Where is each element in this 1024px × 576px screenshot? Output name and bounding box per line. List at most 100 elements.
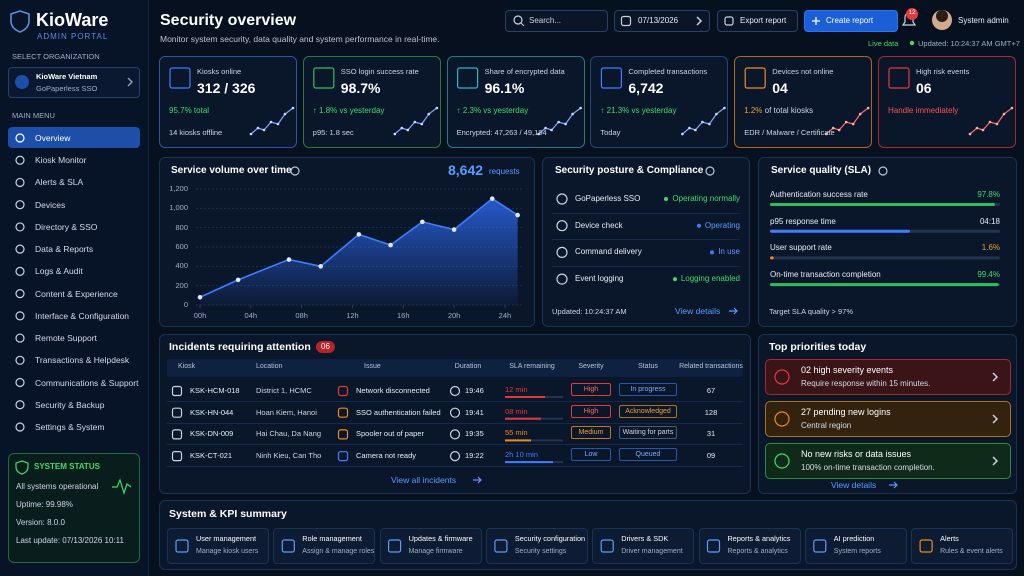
summary-item[interactable] <box>911 528 1014 564</box>
posture-label: Device check <box>575 220 623 230</box>
menu-item[interactable]: Devices <box>35 199 66 210</box>
row-separator <box>167 444 743 446</box>
priorities-link[interactable]: View details <box>831 480 877 490</box>
point <box>197 294 203 300</box>
status: In progress <box>619 383 677 396</box>
menu-item[interactable]: Communications & Support <box>35 377 139 388</box>
menu-item[interactable]: Alerts & SLA <box>35 177 84 188</box>
date-box[interactable] <box>614 10 710 32</box>
summary-item[interactable] <box>804 528 907 564</box>
live-dot <box>909 40 915 46</box>
summary-item[interactable] <box>698 528 801 564</box>
icon <box>15 222 25 232</box>
org-select[interactable] <box>8 67 140 98</box>
sparkline-dot <box>837 128 841 132</box>
menu-item[interactable]: Data & Reports <box>35 244 94 255</box>
sparkline-dot <box>701 120 704 124</box>
sla-remaining: 08 min <box>505 406 528 416</box>
status-box <box>8 453 140 563</box>
point <box>451 227 457 232</box>
kpi-sub: 1.2% of total kiosks <box>744 106 813 116</box>
kpi-card <box>159 56 297 148</box>
export-button[interactable] <box>717 10 798 32</box>
menu-item[interactable]: Directory & SSO <box>35 221 98 232</box>
icon <box>449 385 461 397</box>
menu-item[interactable]: Interface & Configuration <box>35 310 130 321</box>
sla-remaining-fill <box>505 396 545 398</box>
create-button[interactable] <box>804 10 898 32</box>
sla-panel <box>758 157 1017 327</box>
point <box>235 277 241 283</box>
icon <box>457 67 479 89</box>
issue: Network disconnected <box>356 386 430 395</box>
icon <box>15 311 25 321</box>
menu-item[interactable]: Overview <box>35 133 71 143</box>
priority-item[interactable] <box>765 401 1011 437</box>
posture-link[interactable]: View details <box>675 306 721 316</box>
sla-remaining: 2h 10 min <box>505 450 538 460</box>
sparkline-dot <box>420 122 424 126</box>
kpi-label: Share of encrypted data <box>484 67 565 76</box>
sparkline-dot <box>968 132 972 136</box>
kpi-card <box>734 56 873 148</box>
summary-item-title: Security configuration <box>514 534 586 543</box>
menu-item[interactable]: Security & Backup <box>35 399 105 410</box>
kpi-sub: 95.7% total <box>169 106 209 116</box>
arrow-icon <box>889 481 898 489</box>
menu-item[interactable]: Content & Experience <box>35 288 118 299</box>
search-placeholder: Search... <box>529 16 562 25</box>
summary-item[interactable] <box>167 528 269 564</box>
search-box[interactable] <box>505 10 608 32</box>
icon <box>313 67 335 89</box>
kiosk-id: KSK-DN-009 <box>190 429 234 439</box>
icon <box>706 539 721 553</box>
sparkline-dot <box>550 128 553 132</box>
summary-item-title: AI prediction <box>833 534 875 543</box>
kpi-sub-rest: vs yesterday <box>339 106 385 115</box>
kpi-note: p95: 1.8 sec <box>312 128 354 137</box>
icon <box>171 407 183 418</box>
summary-item-sub: Security settings <box>514 548 567 555</box>
priority-item[interactable] <box>765 443 1011 479</box>
point <box>318 264 324 269</box>
summary-item[interactable] <box>273 528 376 564</box>
menu-item[interactable]: Remote Support <box>35 333 97 344</box>
posture-updated: Updated: 10:24:37 AM <box>552 307 627 316</box>
bar-track <box>770 256 1000 260</box>
kpi-card <box>878 56 1016 148</box>
kiosk-id: KSK-HN-044 <box>190 407 234 417</box>
kpi-sub-highlight: 1.2% <box>744 106 763 115</box>
location: Ninh Kieu, Can Tho <box>256 451 322 461</box>
sla-label: On-time transaction completion <box>770 270 881 280</box>
kpi-card <box>590 56 729 148</box>
sparkline-dot <box>564 122 567 126</box>
posture-label: GoPaperless SSO <box>575 194 641 203</box>
incidents-count: 06 <box>316 341 335 353</box>
sparkline <box>969 107 1013 135</box>
icon <box>774 369 790 385</box>
summary-item-title: Reports & analytics <box>727 534 791 543</box>
org-name: KioWare Vietnam <box>36 72 98 81</box>
priorities-title: Top priorities today <box>769 341 867 353</box>
kpi-note: 14 kiosks offline <box>169 128 223 137</box>
menu-item[interactable]: Kiosk Monitor <box>35 155 87 166</box>
summary-item[interactable] <box>592 528 695 564</box>
incidents-link[interactable]: View all incidents <box>391 475 457 485</box>
kpi-label: High risk events <box>916 67 970 76</box>
logo-icon <box>10 10 30 33</box>
sla-value: 1.6% <box>981 243 1000 253</box>
status-dot <box>664 197 668 201</box>
icon <box>724 16 734 26</box>
priority-sub: Central region <box>801 421 852 430</box>
icon <box>556 220 568 232</box>
icon <box>744 67 766 89</box>
icon <box>600 539 614 553</box>
priority-item[interactable] <box>765 359 1011 395</box>
badge <box>906 8 918 20</box>
menu-item[interactable]: Settings & System <box>35 421 105 432</box>
menu-item[interactable]: Transactions & Helpdesk <box>35 355 130 366</box>
summary-item[interactable] <box>485 528 588 564</box>
summary-item[interactable] <box>379 528 482 564</box>
severity: High <box>571 404 611 418</box>
menu-item[interactable]: Logs & Audit <box>35 266 83 277</box>
